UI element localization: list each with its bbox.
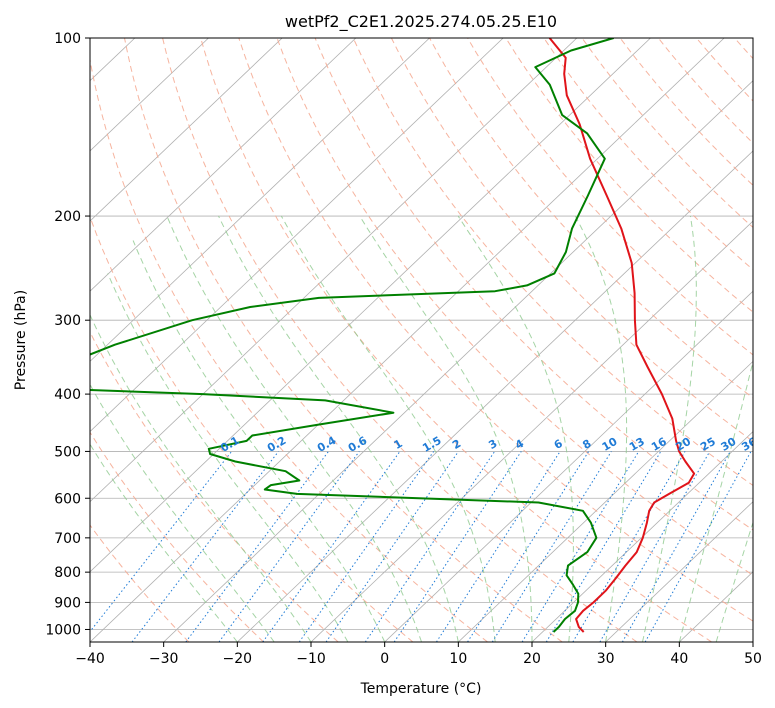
y-axis-label: Pressure (hPa): [13, 290, 29, 390]
isotherm-line: [90, 38, 578, 503]
isotherm-line: [237, 150, 753, 642]
x-tick-label: 40: [670, 651, 688, 667]
x-tick-label: 0: [380, 651, 389, 667]
mixing-ratio-line: [325, 451, 459, 642]
moist-adiabat-line: [90, 313, 312, 642]
mixing-ratio-line: [572, 451, 686, 642]
x-tick-label: 10: [449, 651, 467, 667]
mixing-ratio-line: [621, 451, 731, 642]
mixing-ratio-line: [90, 451, 233, 633]
isotherm-line: [384, 290, 753, 642]
plot-frame: [89, 37, 754, 643]
y-axis-ticks: 1000 900 800 700 600 500 400 300 200 100: [45, 31, 90, 638]
y-tick-label: 1000: [45, 622, 81, 638]
moist-adiabat-line: [359, 215, 533, 642]
isotherm-line: [163, 80, 753, 642]
x-tick-label: −20: [223, 651, 253, 667]
dewpoint-line: [90, 38, 614, 633]
isotherm-line: [90, 38, 725, 642]
x-axis-ticks: −40 −30 −20 −10 0 10 20 30 40 50: [75, 642, 762, 667]
mixing-ratio-line: [262, 451, 401, 642]
dry-adiabat-line: [238, 38, 753, 622]
x-tick-label: −30: [149, 651, 179, 667]
isotherm-line: [90, 38, 357, 292]
y-tick-label: 700: [54, 531, 81, 547]
isotherm-line: [90, 38, 504, 433]
isotherm-line: [90, 38, 209, 152]
mixing-ratio-line: [218, 451, 360, 642]
chart-title: wetPf2_C2E1.2025.274.05.25.E10: [285, 12, 557, 32]
y-tick-label: 600: [54, 491, 81, 507]
mixing-ratio-line: [298, 451, 435, 642]
isotherm-line: [90, 38, 651, 573]
isotherm-line: [531, 430, 753, 642]
moist-adiabat-line: [107, 273, 349, 642]
dry-adiabats: [90, 38, 753, 642]
y-tick-label: 400: [54, 387, 81, 403]
y-tick-label: 200: [54, 209, 81, 225]
dry-adiabat-line: [467, 38, 753, 356]
dry-adiabat-line: [429, 38, 753, 399]
dry-adiabat-line: [90, 215, 414, 642]
mixing-ratio-label: 36: [739, 435, 759, 454]
x-tick-label: −40: [75, 651, 105, 667]
moist-adiabat-line: [642, 215, 697, 642]
y-tick-label: 300: [54, 313, 81, 329]
mixing-ratio-line: [644, 451, 752, 642]
temperature-line: [548, 38, 696, 633]
moist-adiabat-line: [90, 383, 275, 642]
sounding-series: [90, 38, 696, 633]
isotherm-line: [90, 38, 283, 222]
mixing-ratio-line: [467, 451, 590, 642]
isotherm-grid: [90, 38, 753, 642]
y-tick-label: 900: [54, 595, 81, 611]
mixing-ratio-lines: [90, 451, 752, 642]
mixing-ratio-line: [436, 451, 561, 642]
x-tick-label: 20: [523, 651, 541, 667]
moist-adiabat-line: [132, 240, 386, 642]
x-tick-label: −10: [296, 651, 326, 667]
x-axis-label: Temperature (°C): [360, 681, 482, 697]
moist-adiabat-line: [218, 215, 459, 642]
dry-adiabat-line: [124, 38, 563, 642]
dry-adiabat-line: [90, 330, 339, 642]
isotherm-line: [90, 38, 430, 362]
moist-adiabat-line: [90, 443, 238, 642]
x-tick-label: 50: [744, 651, 762, 667]
plot-area: -100-90-80-70-60-50-40-30-20-10010203040…: [90, 38, 759, 642]
mixing-ratio-line: [599, 451, 711, 642]
dry-adiabat-line: [543, 38, 753, 271]
dry-adiabat-line: [162, 38, 638, 642]
dry-adiabat-line: [314, 38, 753, 531]
mixing-ratio-line: [131, 451, 279, 642]
dry-adiabat-line: [657, 38, 753, 144]
mixing-ratio-line: [491, 451, 612, 642]
moist-adiabat-line: [574, 215, 628, 642]
dry-adiabat-line: [505, 38, 753, 313]
isotherm-line: [605, 501, 753, 642]
dry-adiabat-line: [619, 38, 753, 186]
dry-adiabat-line: [352, 38, 753, 487]
dry-adiabat-line: [90, 56, 488, 642]
y-tick-label: 800: [54, 565, 81, 581]
y-tick-label: 100: [54, 31, 81, 47]
x-tick-label: 30: [597, 651, 615, 667]
mixing-ratio-line: [545, 451, 662, 642]
isotherm-line: [458, 360, 753, 642]
mixing-ratio-line: [521, 451, 640, 642]
y-tick-label: 500: [54, 444, 81, 460]
moist-adiabat-line: [166, 215, 422, 642]
dry-adiabat-line: [90, 524, 190, 642]
isotherm-line: [310, 220, 753, 642]
